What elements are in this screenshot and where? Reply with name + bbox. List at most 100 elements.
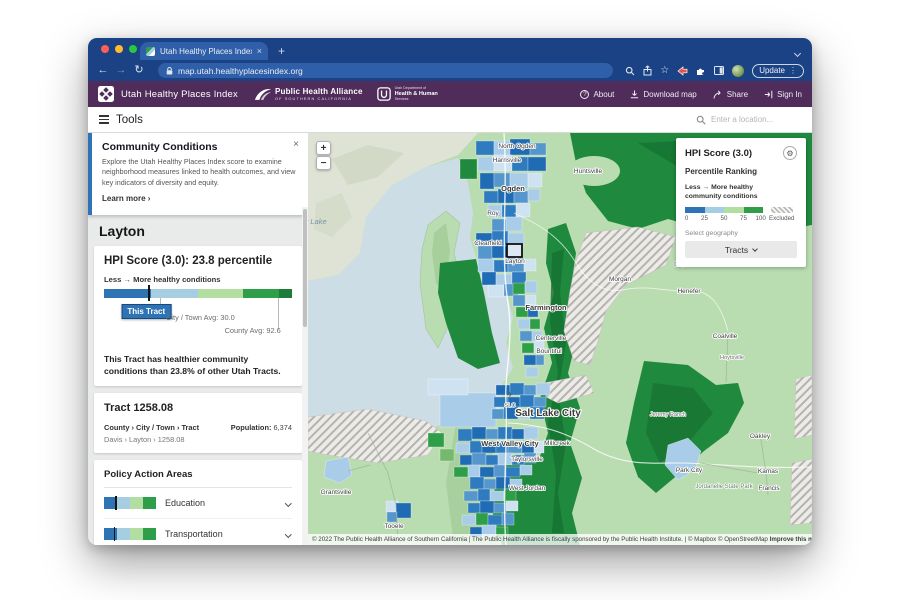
dhhs-line2: Health & Human bbox=[394, 90, 438, 97]
url-field[interactable]: map.utah.healthyplacesindex.org bbox=[158, 63, 614, 78]
geography-value: Tracts bbox=[724, 244, 749, 255]
map-label-slc: SLC bbox=[505, 403, 516, 409]
close-icon[interactable]: × bbox=[293, 139, 299, 150]
map-label-clearfield: Clearfield bbox=[474, 240, 502, 247]
profile-avatar[interactable] bbox=[732, 64, 745, 77]
nav-download-label: Download map bbox=[643, 89, 697, 99]
side-panel-icon[interactable] bbox=[714, 66, 725, 75]
policy-row-transportation[interactable]: Transportation bbox=[104, 519, 292, 545]
nav-about[interactable]: ? About bbox=[580, 89, 615, 99]
map-label-grantsville: Grantsville bbox=[321, 489, 352, 496]
legend-scale-label: Less → More healthy community conditions bbox=[685, 184, 758, 201]
county-avg-label: County Avg: 92.6 bbox=[224, 326, 281, 336]
score-title: HPI Score (3.0): 23.8 percentile bbox=[104, 255, 273, 268]
extensions-puzzle-icon[interactable] bbox=[696, 66, 706, 76]
city-avg-label: City / Town Avg: 30.0 bbox=[166, 313, 235, 323]
extension-arrow-icon[interactable] bbox=[677, 65, 688, 76]
map-label-hoytsville: Hoytsville bbox=[720, 355, 744, 361]
gear-icon[interactable]: ⚙ bbox=[783, 146, 797, 160]
map-label-francis: Francis bbox=[758, 485, 780, 492]
sidebar-scrollbar[interactable] bbox=[302, 207, 308, 545]
map-label-layton: Layton bbox=[505, 258, 525, 265]
this-tract-badge[interactable]: This Tract bbox=[121, 304, 172, 320]
attribution-text: © 2022 The Public Health Alliance of Sou… bbox=[312, 536, 768, 543]
learn-more-link[interactable]: Learn more › bbox=[102, 194, 151, 204]
map-label-ogden: Ogden bbox=[501, 184, 525, 193]
browser-actions: ☆ Update ⋮ bbox=[625, 63, 804, 78]
close-window-button[interactable] bbox=[101, 45, 109, 53]
map-label-farmington: Farmington bbox=[525, 303, 567, 312]
score-summary: This Tract has healthier community condi… bbox=[104, 354, 281, 377]
chevron-down-icon[interactable] bbox=[284, 531, 291, 538]
map-label-salt-lake: Salt Lake bbox=[308, 217, 327, 226]
map-label-oakley: Oakley bbox=[750, 433, 771, 440]
airport-icon: ✈ bbox=[507, 392, 513, 399]
browser-window: Utah Healthy Places Index × + ← → ↻ map.… bbox=[88, 38, 812, 545]
map-label-park-city: Park City bbox=[676, 467, 703, 474]
nav-signin-label: Sign In bbox=[777, 89, 802, 99]
legend-subtitle: Percentile Ranking bbox=[685, 167, 758, 176]
bookmark-star-icon[interactable]: ☆ bbox=[660, 64, 670, 76]
tab-strip-chevron-icon[interactable] bbox=[793, 43, 802, 58]
alliance-swoosh-icon bbox=[254, 88, 272, 100]
share-icon bbox=[713, 89, 721, 99]
legend-title: HPI Score (3.0) bbox=[685, 147, 753, 159]
dhhs-logo-icon bbox=[376, 87, 391, 101]
excluded-swatch bbox=[770, 207, 793, 214]
map-label-salt-lake-city: Salt Lake City bbox=[515, 408, 581, 419]
map-label-west-valley-city: West Valley City bbox=[481, 439, 539, 448]
search-icon[interactable] bbox=[625, 66, 635, 76]
nav-sign-in[interactable]: Sign In bbox=[764, 90, 802, 99]
nav-share[interactable]: Share bbox=[713, 90, 748, 99]
search-input[interactable] bbox=[711, 115, 801, 124]
policy-action-areas-card: Policy Action Areas Education Transporta… bbox=[94, 460, 302, 545]
roads bbox=[347, 133, 812, 545]
zoom-in-button[interactable]: + bbox=[316, 141, 331, 155]
nav-download-map[interactable]: Download map bbox=[630, 89, 697, 99]
geography-dropdown[interactable]: Tracts bbox=[685, 241, 797, 259]
new-tab-button[interactable]: + bbox=[278, 44, 286, 58]
zoom-out-button[interactable]: − bbox=[316, 156, 331, 170]
map-label-coalville: Coalville bbox=[713, 333, 738, 340]
map-label-kamas: Kamas bbox=[758, 468, 779, 475]
policy-row-education[interactable]: Education bbox=[104, 488, 292, 520]
tract-title: Tract 1258.08 bbox=[104, 402, 174, 415]
improve-map-link[interactable]: Improve this map bbox=[769, 536, 812, 543]
reload-button[interactable]: ↻ bbox=[134, 64, 144, 76]
sign-in-icon bbox=[764, 90, 773, 98]
excluded-label: Excluded bbox=[769, 215, 795, 223]
nav-about-label: About bbox=[593, 89, 615, 99]
menu-icon[interactable] bbox=[99, 115, 109, 124]
map-label-centerville: Centerville bbox=[536, 335, 567, 342]
tools-bar: Tools bbox=[88, 107, 812, 133]
tract-polygons bbox=[323, 138, 702, 538]
header-nav: ? About Download map Share bbox=[580, 89, 802, 99]
map-label-taylorsville: Taylorsville bbox=[511, 456, 543, 463]
map-label-roy: Roy bbox=[487, 210, 499, 217]
map-attribution: © 2022 The Public Health Alliance of Sou… bbox=[308, 534, 812, 545]
forward-button[interactable]: → bbox=[115, 64, 127, 76]
education-marker bbox=[115, 496, 118, 511]
browser-tab[interactable]: Utah Healthy Places Index × bbox=[140, 42, 268, 60]
selected-tract[interactable] bbox=[506, 243, 523, 258]
back-button[interactable]: ← bbox=[97, 64, 109, 76]
percentile-bar: This Tract City / Town Avg: 30.0 County … bbox=[104, 285, 292, 351]
browser-menu-icon[interactable]: ⋮ bbox=[789, 66, 797, 75]
policy-title: Policy Action Areas bbox=[104, 469, 292, 489]
gradient-bar bbox=[104, 289, 292, 299]
lock-icon bbox=[166, 66, 173, 74]
map-label-tooele: Tooele bbox=[384, 523, 404, 530]
site-brand[interactable]: Utah Healthy Places Index bbox=[98, 86, 238, 102]
minimize-window-button[interactable] bbox=[115, 45, 123, 53]
address-bar: ← → ↻ map.utah.healthyplacesindex.org ☆ bbox=[88, 60, 812, 81]
maximize-window-button[interactable] bbox=[129, 45, 137, 53]
chevron-down-icon[interactable] bbox=[284, 500, 291, 507]
location-search[interactable] bbox=[696, 115, 801, 125]
update-button[interactable]: Update ⋮ bbox=[752, 63, 804, 78]
tab-close-icon[interactable]: × bbox=[256, 45, 262, 56]
map-zoom-controls: + − bbox=[316, 141, 331, 170]
map-label-bountiful: Bountiful bbox=[536, 348, 562, 355]
share-page-icon[interactable] bbox=[643, 65, 652, 76]
map-label-north-ogden: North Ogden bbox=[498, 143, 536, 150]
dhhs-line1: Utah Department of bbox=[394, 86, 427, 91]
